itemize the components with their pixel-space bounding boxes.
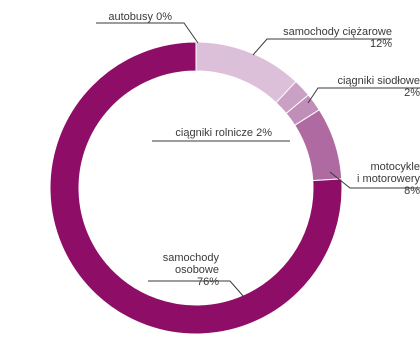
labels-layer: autobusy 0% samochody ciężarowe 12% ciągnik…: [108, 11, 420, 288]
slice-label-line: 2%: [404, 87, 420, 99]
slice-label-line: 76%: [197, 276, 219, 288]
slice-label-line: samochody: [163, 252, 220, 264]
donut-slice-ciezarowe: [195, 41, 297, 104]
slice-label-line: osobowe: [175, 264, 219, 276]
donut-slice-osobowe: [49, 41, 343, 335]
slice-label-line: 8%: [404, 185, 420, 197]
slice-label-line: ciągniki siodłowe: [337, 75, 420, 87]
slice-label-line: i motorowery: [357, 173, 420, 185]
slice-label-siodlowe: ciągniki siodłowe 2%: [337, 75, 420, 99]
slice-label-line: ciągniki rolnicze 2%: [175, 127, 272, 139]
slice-label-autobusy: autobusy 0%: [108, 11, 172, 23]
slice-label-ciezarowe: samochody ciężarowe 12%: [283, 26, 392, 50]
slice-label-rolnicze: ciągniki rolnicze 2%: [175, 127, 272, 139]
slices-layer: [49, 41, 343, 335]
slice-label-line: autobusy 0%: [108, 11, 172, 23]
leader-line-siodlowe: [307, 87, 420, 104]
slice-label-osobowe: samochody osobowe 76%: [163, 252, 220, 288]
leader-line-autobusy: [96, 22, 199, 44]
leader-line-osobowe: [148, 280, 245, 298]
slice-label-line: motocykle: [370, 161, 420, 173]
leader-line-motocykle: [329, 171, 420, 189]
leaders-layer: [96, 22, 420, 298]
slice-label-line: samochody ciężarowe: [283, 26, 392, 38]
leader-line-ciezarowe: [252, 38, 392, 56]
slice-label-line: 12%: [370, 38, 392, 50]
slice-label-motocykle: motocykle i motorowery 8%: [357, 161, 420, 197]
donut-slice-motocykle: [294, 109, 343, 182]
